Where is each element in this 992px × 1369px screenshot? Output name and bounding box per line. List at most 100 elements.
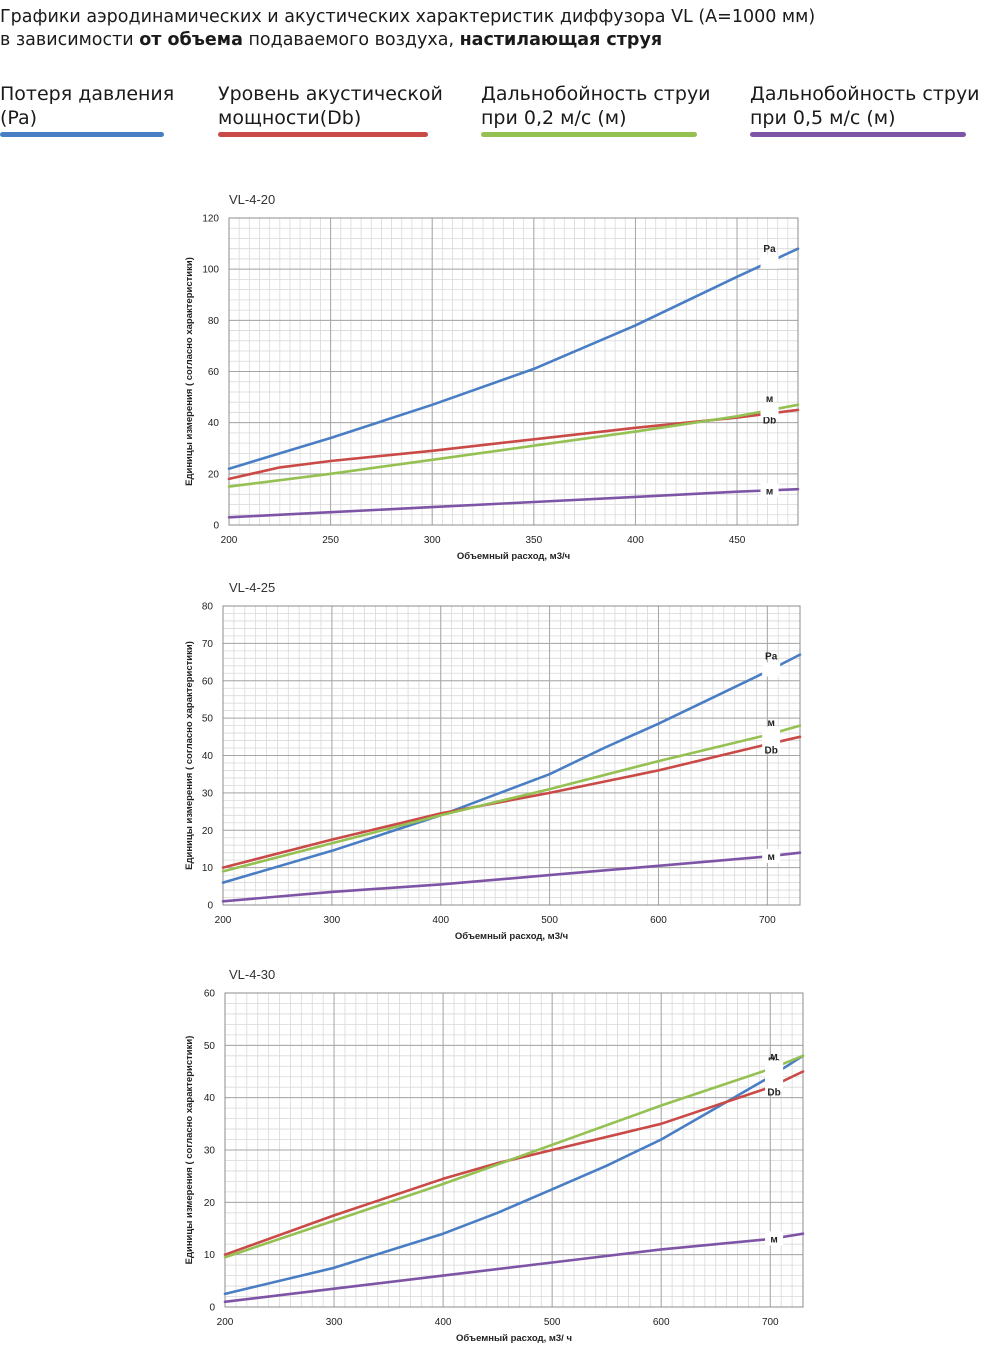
y-tick-label: 60 (208, 367, 220, 378)
y-tick-label: 20 (202, 826, 214, 837)
x-tick-label: 400 (432, 915, 449, 926)
legend-label-line2: при 0,2 м/с (м) (481, 107, 627, 129)
y-tick-label: 100 (202, 265, 219, 276)
y-axis-label: Единицы измерения ( согласно характерист… (184, 1036, 195, 1265)
x-tick-label: 450 (729, 535, 746, 546)
y-tick-label: 0 (213, 521, 219, 532)
series-label: Pa (763, 244, 776, 255)
y-tick-label: 20 (208, 469, 220, 480)
legend-label-line1: Дальнобойность струи (750, 83, 980, 105)
legend-swatch (750, 132, 966, 137)
heading-line-2-part-a: в зависимости (0, 30, 140, 50)
y-tick-label: 80 (208, 316, 220, 327)
y-tick-label: 30 (202, 788, 214, 799)
x-tick-label: 700 (759, 915, 776, 926)
y-tick-label: 70 (202, 639, 214, 650)
plot-border (224, 992, 804, 1308)
series-label: Db (763, 415, 776, 426)
series-label: Pa (765, 651, 778, 662)
x-tick-label: 350 (525, 535, 542, 546)
series-label: м (766, 394, 773, 405)
x-tick-label: 200 (217, 1317, 234, 1328)
y-tick-label: 60 (202, 676, 214, 687)
y-tick-label: 40 (208, 418, 220, 429)
series-line (223, 1054, 805, 1296)
legend-label-line1: Потеря давления (0, 83, 175, 105)
series-label: м (767, 718, 774, 729)
x-tick-label: 300 (324, 915, 341, 926)
series-label: м (766, 486, 773, 497)
x-tick-label: 600 (650, 915, 667, 926)
series-label: Db (764, 745, 777, 756)
y-axis-label: Единицы измерения ( согласно характерист… (184, 641, 195, 870)
y-tick-label: 120 (202, 214, 219, 225)
chart-title: VL-4-25 (229, 580, 275, 595)
heading-line-2-part-b: от объема (139, 30, 243, 50)
legend-swatch (481, 132, 697, 137)
series-label-bg (765, 1078, 784, 1093)
series-label-bg (762, 726, 781, 741)
legend-label-line2: мощности(Db) (218, 107, 362, 129)
series-line (223, 1070, 805, 1256)
x-tick-label: 700 (762, 1317, 779, 1328)
x-tick-label: 200 (221, 535, 238, 546)
heading-line-2-part-d: настилающая струя (459, 30, 663, 50)
series-line (221, 653, 802, 884)
x-tick-label: 400 (435, 1317, 452, 1328)
heading-line-2-part-c: подаваемого воздуха, (242, 30, 460, 50)
x-axis-label: Объемный расход, м3/ ч (456, 1333, 572, 1344)
series-label-bg (762, 848, 781, 863)
series-label: Db (767, 1087, 780, 1098)
y-tick-label: 60 (204, 989, 216, 1000)
legend-item-throw-02: Дальнобойность струи при 0,2 м/с (м) (481, 82, 711, 137)
x-tick-label: 500 (541, 915, 558, 926)
series-label-bg (762, 662, 781, 677)
series-line (227, 403, 800, 488)
x-tick-label: 500 (544, 1317, 561, 1328)
chart-vl-4-30: VL-4-30 0 10 20 30 40 50 60 200 300 400 500 600 700 Об… (184, 967, 805, 1344)
x-tick-label: 300 (326, 1317, 343, 1328)
legend-swatch (218, 132, 428, 137)
y-tick-label: 0 (209, 1303, 215, 1314)
x-tick-label: 400 (627, 535, 644, 546)
legend-label-line2: при 0,5 м/с (м) (750, 107, 896, 129)
y-tick-label: 50 (204, 1041, 216, 1052)
y-axis-label: Единицы измерения ( согласно характерист… (184, 257, 195, 486)
series-line (227, 487, 800, 519)
heading-line-1: Графики аэродинамических и акустических … (0, 7, 816, 27)
series-label-bg (760, 254, 779, 269)
y-tick-label: 0 (207, 901, 213, 912)
plot-border (228, 217, 799, 526)
chart-title: VL-4-30 (229, 967, 275, 982)
chart-title: VL-4-20 (229, 192, 275, 207)
series-label-bg (760, 483, 779, 498)
x-axis-label: Объемный расход, м3/ч (457, 551, 570, 562)
legend-label-line1: Дальнобойность струи (481, 83, 711, 105)
chart-vl-4-20: VL-4-20 0 20 40 60 80 100 120 200 250 300 350 400 450… (184, 192, 800, 562)
x-tick-label: 250 (322, 535, 339, 546)
y-tick-label: 50 (202, 714, 214, 725)
x-tick-label: 200 (215, 915, 232, 926)
y-tick-label: 10 (204, 1250, 216, 1261)
plot-border (222, 605, 801, 906)
x-tick-label: 300 (424, 535, 441, 546)
x-axis-label: Объемный расход, м3/ч (455, 931, 568, 942)
x-tick-label: 600 (653, 1317, 670, 1328)
legend-label-line1: Уровень акустической (218, 83, 443, 105)
y-tick-label: 80 (202, 602, 214, 613)
page-heading: Графики аэродинамических и акустических … (0, 6, 992, 52)
series-label-bg (760, 403, 779, 418)
series-label-bg (765, 1231, 784, 1246)
legend-swatch (0, 132, 164, 137)
legend-item-acoustic: Уровень акустической мощности(Db) (218, 82, 443, 137)
chart-vl-4-25: VL-4-25 0 10 20 30 40 50 60 70 80 200 300 400 500 600 7… (184, 580, 802, 942)
series-label: м (770, 1234, 777, 1245)
series-label: м (767, 852, 774, 863)
y-tick-label: 20 (204, 1198, 216, 1209)
legend-label-line2: (Pa) (0, 107, 38, 129)
series-label: м (770, 1051, 777, 1062)
series-line (227, 247, 800, 470)
series-label-bg (765, 1060, 784, 1075)
y-tick-label: 10 (202, 863, 214, 874)
y-tick-label: 30 (204, 1146, 216, 1157)
